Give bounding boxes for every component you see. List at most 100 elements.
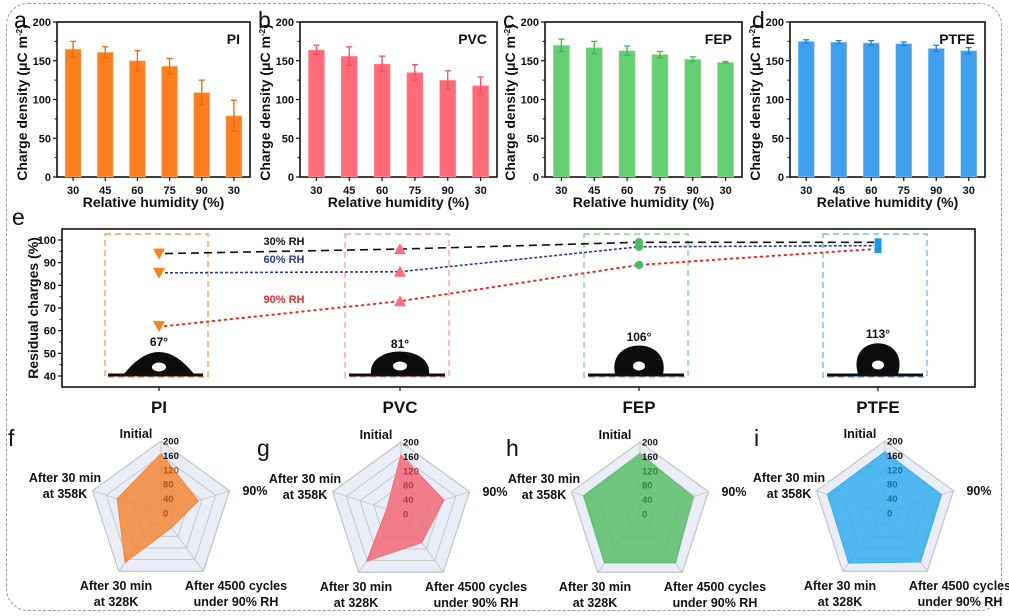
y-axis-label: Charge density (μC m-2)	[747, 24, 763, 181]
radar-chart-g: g 0 40 80 120 160 200 Initial 90% After 4500 cycl…	[257, 428, 527, 610]
radar-axis-label: After 30 min	[269, 472, 341, 486]
radar-grid-ring	[345, 455, 457, 562]
y-tick-label: 70	[44, 303, 56, 315]
radar-axis-label: 90%	[966, 484, 991, 498]
radar-axis-label: at 358K	[767, 487, 811, 501]
radar-tick-label: 0	[642, 510, 647, 521]
radar-tick-label: 160	[642, 452, 658, 463]
series-label: 30% RH	[264, 236, 305, 248]
chart-title: FEP	[705, 31, 732, 47]
y-tick-label: 200	[766, 17, 784, 29]
radar-axis-label: 90%	[721, 485, 746, 499]
radar-axis-label: under 90% RH	[434, 596, 519, 610]
series-line	[164, 244, 875, 274]
x-tick-label: 75	[163, 185, 175, 197]
radar-data-area	[365, 453, 445, 562]
y-tick-label: 90	[44, 258, 56, 270]
y-tick-label: 0	[45, 172, 51, 184]
radar-axis-label: under 90% RH	[918, 595, 1003, 609]
x-tick-label: 60	[376, 185, 388, 197]
plot-frame	[56, 21, 251, 178]
x-tick-label: 60	[865, 185, 877, 197]
y-axis-label-sup: -2	[503, 28, 512, 36]
bar	[830, 41, 848, 178]
y-axis-label-main: Charge density (μC m	[14, 36, 30, 181]
radar-axis-label: under 90% RH	[673, 596, 758, 610]
x-axis-label: Relative humidity (%)	[573, 194, 715, 210]
panel-letter: b	[258, 7, 271, 33]
material-box	[104, 233, 209, 378]
radar-axis-label: under 90% RH	[194, 595, 279, 609]
x-axis-label: Relative humidity (%)	[328, 194, 470, 210]
x-tick-label: 45	[833, 185, 845, 197]
y-axis-label-main: Charge density (μC m	[747, 36, 763, 181]
bar	[373, 63, 391, 178]
radar-tick-label: 120	[403, 466, 419, 477]
radar-tick-label: 80	[887, 480, 898, 491]
contact-angle-label: 106°	[627, 330, 652, 344]
panel-letter: e	[12, 204, 25, 230]
y-tick-label: 0	[533, 172, 539, 184]
x-tick-label: 30	[474, 185, 486, 197]
y-tick-label: 150	[766, 56, 784, 68]
radar-tick-label: 0	[163, 509, 168, 520]
radar-axis-label: After 30 min	[508, 472, 580, 486]
radar-grid-ring	[815, 440, 955, 572]
y-axis-label-sup: -2	[258, 28, 267, 36]
radar-tick-label: 120	[642, 466, 658, 477]
droplet-highlight	[633, 361, 645, 371]
radar-axis-label: at 328K	[573, 596, 617, 610]
radar-axis-label: at 358K	[522, 488, 566, 502]
radar-grid-ring	[105, 454, 217, 561]
radar-tick-label: 80	[163, 480, 174, 491]
radar-axis-label: After 4500 cycles	[185, 579, 287, 593]
radar-data-area	[116, 452, 199, 564]
x-tick-label: FEP	[622, 398, 655, 417]
radar-tick-label: 200	[642, 438, 658, 449]
x-tick-label: 60	[621, 185, 633, 197]
contact-angle-label: 81°	[391, 337, 409, 351]
x-tick-label: 90	[687, 185, 699, 197]
y-axis-label-sup: -2	[748, 28, 757, 36]
radar-axis-label: After 30 min	[29, 471, 101, 485]
y-tick-label: 40	[44, 371, 56, 383]
data-point-circle	[634, 242, 644, 251]
panel-letter: d	[752, 7, 765, 33]
panel-letter: c	[503, 7, 515, 33]
panel-letter: g	[257, 435, 270, 461]
y-axis-label-main: Charge density (μC m	[257, 36, 273, 181]
radar-axis-label: at 358K	[283, 488, 327, 502]
x-tick-label: PI	[151, 398, 167, 417]
x-axis-label: Relative humidity (%)	[83, 194, 225, 210]
radar-data-area	[826, 451, 943, 564]
radar-axis-label: Initial	[599, 428, 632, 442]
bar	[927, 47, 945, 178]
y-tick-label: 80	[44, 280, 56, 292]
y-axis-label-close: )	[747, 24, 763, 29]
y-tick-label: 50	[44, 348, 56, 360]
bar	[471, 85, 490, 178]
panel-letter: f	[8, 425, 15, 451]
y-tick-label: 50	[527, 133, 539, 145]
chart-title: PVC	[458, 31, 487, 47]
y-axis-label: Charge density (μC m-2)	[502, 24, 518, 181]
data-point-square	[874, 245, 882, 254]
y-tick-label: 200	[276, 17, 294, 29]
y-axis-label-close: )	[502, 24, 518, 29]
bar	[651, 54, 669, 178]
bar	[406, 71, 424, 178]
y-axis-label: Charge density (μC m-2)	[257, 24, 273, 181]
droplet-highlight	[393, 361, 407, 371]
radar-tick-label: 0	[403, 510, 408, 521]
x-tick-label: PVC	[383, 398, 418, 417]
y-tick-label: 100	[521, 95, 539, 107]
x-tick-label: 75	[654, 185, 666, 197]
bar	[585, 47, 603, 178]
water-droplet	[856, 343, 900, 374]
panel-letter: a	[14, 7, 27, 33]
x-tick-label: 90	[930, 185, 942, 197]
y-tick-label: 50	[282, 133, 294, 145]
panel-letter: h	[506, 435, 519, 461]
